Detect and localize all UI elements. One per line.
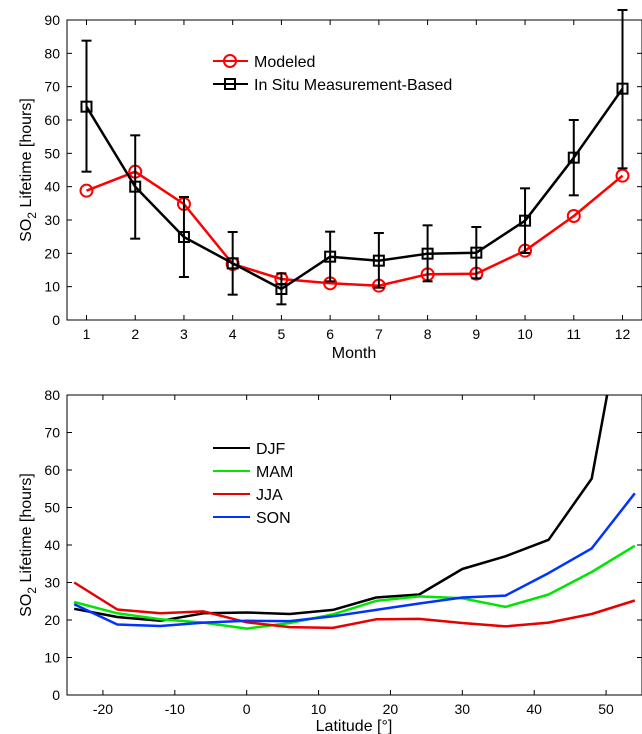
x-axis-label: Month	[332, 345, 376, 362]
y-tick-label: 10	[44, 650, 60, 666]
x-tick-label: 8	[424, 326, 432, 342]
legend-marker-circle	[223, 54, 237, 68]
x-tick-label: 6	[326, 326, 334, 342]
series-mam	[73, 544, 636, 630]
series-line	[73, 581, 636, 630]
series-line	[73, 544, 636, 630]
y-axis-label: SO2 Lifetime [hours]	[18, 98, 39, 242]
data-point	[566, 209, 581, 223]
series-line	[86, 170, 624, 287]
x-tick-label: 30	[455, 701, 471, 717]
x-tick-label: 0	[243, 701, 251, 717]
x-tick-label: 40	[526, 701, 542, 717]
data-point	[519, 214, 532, 227]
data-point	[615, 168, 630, 183]
legend: DJF MAM JJA SON	[213, 441, 293, 527]
x-tick-label: -20	[93, 701, 113, 717]
legend-label: In Situ Measurement-Based	[254, 77, 452, 94]
series-son	[73, 492, 636, 628]
y-axis-ticks: 0 10 20 30 40 50 60 70 80 90	[44, 12, 642, 328]
x-tick-label: 11	[567, 326, 582, 342]
data-point	[372, 254, 385, 267]
y-tick-label: 30	[44, 575, 60, 591]
data-point	[567, 151, 580, 164]
y-tick-label: 40	[44, 537, 60, 553]
legend-entry-mam: MAM	[213, 464, 293, 481]
x-tick-label: 3	[180, 326, 188, 342]
y-tick-label: 90	[44, 12, 60, 28]
x-tick-label: 10	[311, 701, 327, 717]
x-tick-label: 12	[615, 326, 631, 342]
legend-entry-djf: DJF	[213, 441, 286, 458]
legend-entry-jja: JJA	[213, 487, 283, 504]
y-tick-label: 60	[44, 112, 60, 128]
series-jja	[73, 581, 636, 630]
chart-marks	[73, 395, 636, 630]
legend-entry-in-situ: In Situ Measurement-Based	[213, 77, 452, 94]
data-point	[616, 82, 629, 95]
x-axis-ticks: 1 2 3 4 5 6 7 8 9 10 11 12	[83, 20, 631, 342]
data-point	[129, 180, 142, 193]
y-tick-label: 10	[44, 279, 60, 295]
x-tick-label: 9	[472, 326, 480, 342]
y-tick-label: 0	[52, 687, 60, 703]
data-point	[421, 247, 434, 260]
x-tick-label: -10	[165, 701, 185, 717]
y-axis-label: SO2 Lifetime [hours]	[18, 473, 39, 617]
y-tick-label: 70	[44, 79, 60, 95]
x-tick-label: 2	[131, 326, 139, 342]
x-tick-label: 4	[229, 326, 237, 342]
latitude-lifetime-chart: 0 10 20 30 40 50 60 70 80 -20 -10 0 10 20 30 40 50 Lati…	[18, 387, 642, 734]
data-point	[275, 283, 288, 295]
x-tick-label: 10	[517, 326, 533, 342]
x-tick-label: 20	[383, 701, 399, 717]
y-tick-label: 50	[44, 500, 60, 516]
x-tick-label: 50	[598, 701, 614, 717]
x-tick-label: 5	[278, 326, 286, 342]
y-tick-label: 60	[44, 462, 60, 478]
y-tick-label: 80	[44, 387, 60, 403]
legend-label: MAM	[256, 464, 293, 481]
x-axis-label: Latitude [°]	[316, 718, 393, 734]
legend: Modeled In Situ Measurement-Based	[213, 54, 452, 94]
data-point	[80, 100, 93, 113]
chart-marks	[79, 9, 630, 306]
series-line	[85, 87, 624, 291]
series-in-situ-measurement-based	[80, 9, 629, 306]
y-tick-label: 50	[44, 145, 60, 161]
y-tick-label: 40	[44, 179, 60, 195]
data-point	[79, 183, 94, 198]
plot-area-frame	[66, 19, 642, 321]
y-tick-label: 30	[44, 212, 60, 228]
y-tick-label: 20	[44, 245, 60, 261]
legend-label: Modeled	[254, 54, 315, 71]
x-tick-label: 7	[375, 326, 383, 342]
data-point	[177, 231, 190, 243]
x-tick-label: 1	[83, 326, 91, 342]
legend-marker-square	[224, 78, 236, 90]
data-point	[324, 250, 337, 263]
y-tick-label: 20	[44, 612, 60, 628]
y-tick-label: 80	[44, 45, 60, 61]
series-line	[73, 492, 636, 628]
plot-area-frame	[66, 394, 642, 696]
legend-label: SON	[256, 510, 291, 527]
y-tick-label: 70	[44, 425, 60, 441]
y-tick-label: 0	[52, 312, 60, 328]
legend-entry-son: SON	[213, 510, 291, 527]
data-point	[226, 257, 239, 270]
y-axis-ticks: 0 10 20 30 40 50 60 70 80	[44, 387, 642, 703]
x-axis-ticks: -20 -10 0 10 20 30 40 50	[93, 395, 614, 717]
data-point	[470, 246, 483, 259]
legend-entry-modeled: Modeled	[213, 54, 315, 71]
legend-label: DJF	[256, 441, 286, 458]
legend-label: JJA	[256, 487, 283, 504]
